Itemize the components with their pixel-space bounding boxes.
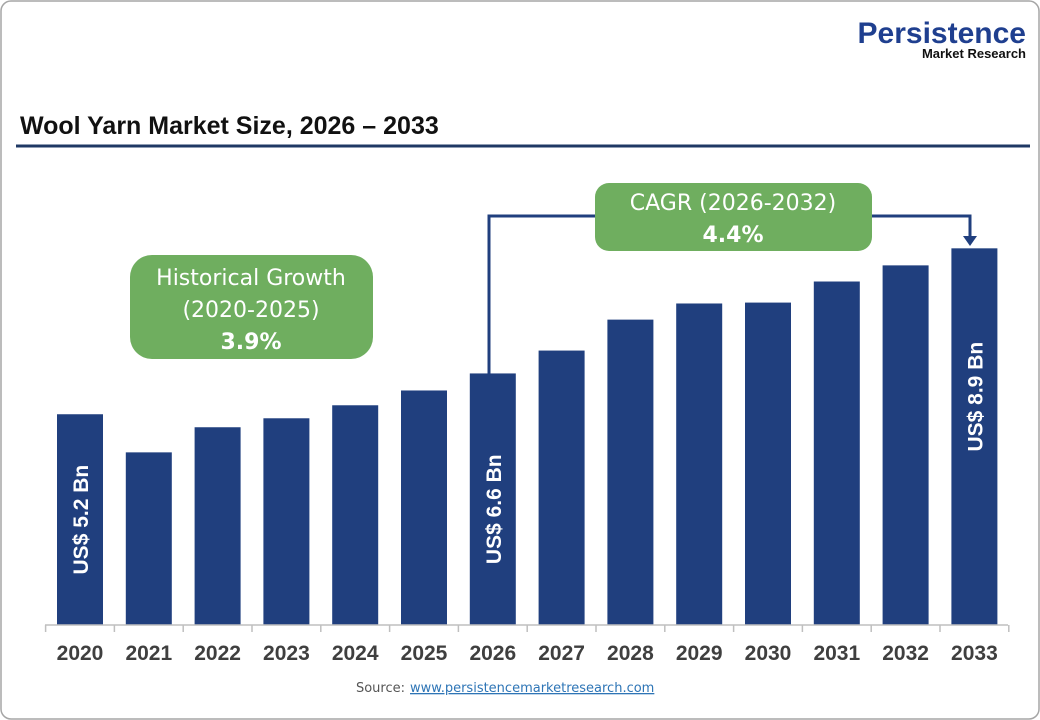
tick-label-2029: 2029: [676, 642, 723, 665]
data-label-2020: US$ 5.2 Bn: [70, 465, 93, 575]
tick-label-2024: 2024: [332, 642, 379, 665]
cagr-value: 4.4%: [702, 223, 763, 248]
bar-2024: [332, 405, 379, 625]
bar-2033: [951, 248, 998, 626]
cagr-callout: CAGR (2026-2032) 4.4%: [595, 183, 872, 251]
bar-2026: [469, 373, 516, 625]
data-label-2033: US$ 8.9 Bn: [964, 342, 987, 452]
historical-value: 3.9%: [220, 330, 281, 355]
bar-2030: [745, 302, 791, 625]
tick-label-2028: 2028: [607, 642, 654, 665]
tick-label-2025: 2025: [401, 642, 448, 665]
tick-label-2032: 2032: [882, 642, 929, 665]
source-link[interactable]: www.persistencemarketresearch.com: [410, 681, 654, 696]
bar-2021: [125, 452, 172, 625]
data-labels: US$ 5.2 Bn US$ 6.6 Bn US$ 8.9 Bn: [70, 342, 987, 575]
bar-2028: [607, 319, 654, 625]
bar-2032: [882, 265, 929, 625]
historical-callout: Historical Growth (2020-2025) 3.9%: [130, 255, 373, 359]
source-label: Source:: [356, 681, 405, 696]
tick-label-2026: 2026: [469, 642, 516, 665]
bar-2020: [57, 414, 103, 625]
tick-label-2030: 2030: [745, 642, 792, 665]
tick-label-2031: 2031: [813, 642, 860, 665]
cagr-label: CAGR (2026-2032): [630, 191, 836, 216]
bar-2025: [401, 390, 447, 625]
logo-line1: Persistence: [858, 17, 1026, 50]
bar-2031: [813, 281, 860, 625]
tick-label-2022: 2022: [194, 642, 241, 665]
tick-label-2020: 2020: [57, 642, 104, 665]
logo-line2: Market Research: [922, 46, 1026, 61]
tick-label-2023: 2023: [263, 642, 310, 665]
tick-label-2027: 2027: [538, 642, 585, 665]
bar-2029: [676, 303, 723, 625]
chart-title: Wool Yarn Market Size, 2026 – 2033: [20, 112, 439, 140]
bars: [57, 248, 998, 626]
logo: Persistence Market Research: [858, 17, 1027, 61]
bar-2027: [538, 350, 585, 625]
bar-2022: [194, 427, 241, 625]
historical-period: (2020-2025): [182, 298, 319, 323]
bar-2023: [263, 418, 310, 625]
tick-label-2033: 2033: [951, 642, 998, 665]
tick-label-2021: 2021: [125, 642, 172, 665]
data-label-2026: US$ 6.6 Bn: [483, 454, 506, 564]
x-axis: 2020 2021 2022 2023 2024 2025 2026 2027 2028 2029…: [44, 624, 1010, 665]
historical-label: Historical Growth: [156, 266, 346, 291]
arrow-down-icon: [963, 236, 977, 246]
